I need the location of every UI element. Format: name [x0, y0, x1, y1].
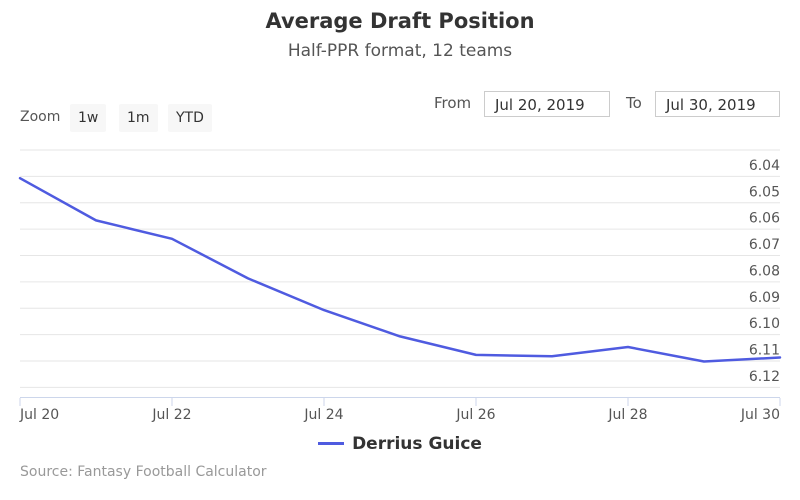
legend: Derrius Guice [0, 430, 800, 454]
y-tick-label: 6.07 [749, 237, 780, 253]
range-from-label: From [434, 94, 472, 112]
series-line-derrius-guice[interactable] [18, 176, 782, 363]
zoom-label: Zoom [20, 109, 61, 125]
y-tick-label: 6.05 [749, 184, 780, 200]
range-to-label: To [626, 94, 642, 112]
x-tick-label: Jul 22 [151, 407, 191, 423]
zoom-ytd-button[interactable]: YTD [168, 104, 212, 132]
data-point[interactable] [245, 275, 251, 281]
grid-lines [20, 149, 780, 388]
zoom-1w-button[interactable]: 1w [70, 104, 107, 132]
legend-label: Derrius Guice [352, 433, 482, 454]
y-tick-label: 6.09 [749, 290, 780, 306]
chart-subtitle: Half-PPR format, 12 teams [287, 41, 513, 61]
data-point[interactable] [169, 236, 175, 242]
x-tick-label: Jul 20 [19, 407, 59, 423]
y-tick-label: 6.04 [749, 158, 780, 174]
y-axis-labels: 6.04 6.05 6.06 6.07 6.08 6.09 6.10 6.11 6.12 [749, 158, 780, 385]
legend-item-derrius-guice[interactable]: Derrius Guice [318, 434, 482, 454]
legend-swatch [318, 442, 345, 445]
range-from-input[interactable]: Jul 20, 2019 [484, 91, 610, 117]
series-group [17, 175, 783, 365]
x-tick-label: Jul 26 [455, 407, 495, 423]
chart-title: Average Draft Position [265, 9, 535, 33]
data-point[interactable] [701, 359, 707, 365]
data-point[interactable] [93, 217, 99, 223]
y-tick-label: 6.06 [749, 211, 780, 227]
zoom-1m-button[interactable]: 1m [119, 104, 158, 132]
data-point[interactable] [321, 307, 327, 313]
x-tick-label: Jul 30 [740, 407, 780, 423]
data-point[interactable] [777, 355, 783, 361]
data-point[interactable] [549, 353, 555, 359]
data-point[interactable] [17, 175, 23, 181]
range-to-input[interactable]: Jul 30, 2019 [655, 91, 780, 117]
y-tick-label: 6.10 [749, 316, 780, 332]
credits: Source: Fantasy Football Calculator [20, 464, 267, 480]
x-tick-label: Jul 28 [607, 407, 647, 423]
data-point[interactable] [625, 344, 631, 350]
y-tick-label: 6.11 [749, 343, 780, 359]
data-point[interactable] [473, 352, 479, 358]
y-tick-label: 6.08 [749, 264, 780, 280]
x-tick-label: Jul 24 [303, 407, 343, 423]
data-point[interactable] [397, 333, 403, 339]
y-tick-label: 6.12 [749, 369, 780, 385]
x-axis-labels: Jul 20 Jul 22 Jul 24 Jul 26 Jul 28 Jul 30 [19, 398, 781, 423]
